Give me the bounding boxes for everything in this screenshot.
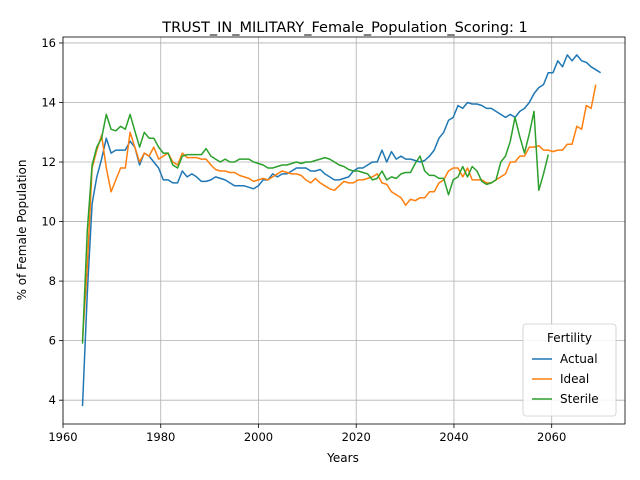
y-tick-label: 4 <box>49 393 56 407</box>
series-line-ideal <box>81 84 597 341</box>
series-line-actual <box>81 54 601 407</box>
legend-title: Fertility <box>547 331 592 345</box>
legend-label-sterile: Sterile <box>560 392 599 406</box>
x-axis-label: Years <box>326 451 359 465</box>
x-tick-label: 1980 <box>146 430 175 444</box>
series-layer <box>81 54 601 407</box>
legend-label-actual: Actual <box>560 352 598 366</box>
x-tick-label: 2040 <box>439 430 468 444</box>
chart-title: TRUST_IN_MILITARY_Female_Population_Scor… <box>161 20 528 36</box>
y-tick-label: 12 <box>41 155 56 169</box>
y-tick-label: 10 <box>41 215 56 229</box>
legend-items: Actual Ideal Sterile <box>532 352 599 406</box>
x-tick-label: 2020 <box>342 430 371 444</box>
plot-frame <box>62 36 626 425</box>
series-line-sterile <box>81 110 550 344</box>
x-tick-label: 2000 <box>244 430 273 444</box>
y-tick-label: 8 <box>49 274 56 288</box>
y-tick-label: 16 <box>41 36 56 50</box>
y-axis-ticks: 4 6 8 10 12 14 16 <box>41 36 63 407</box>
x-tick-label: 1960 <box>48 430 77 444</box>
legend-box <box>522 323 617 417</box>
x-tick-label: 2060 <box>537 430 566 444</box>
y-tick-label: 14 <box>41 95 56 109</box>
x-axis-ticks: 1960 1980 2000 2020 2040 2060 <box>48 424 566 444</box>
legend: Fertility Actual Ideal Sterile <box>522 323 617 417</box>
grid-lines <box>62 37 625 424</box>
y-tick-label: 6 <box>49 334 56 348</box>
y-axis-label: % of Female Population <box>15 160 29 301</box>
legend-label-ideal: Ideal <box>560 372 589 386</box>
